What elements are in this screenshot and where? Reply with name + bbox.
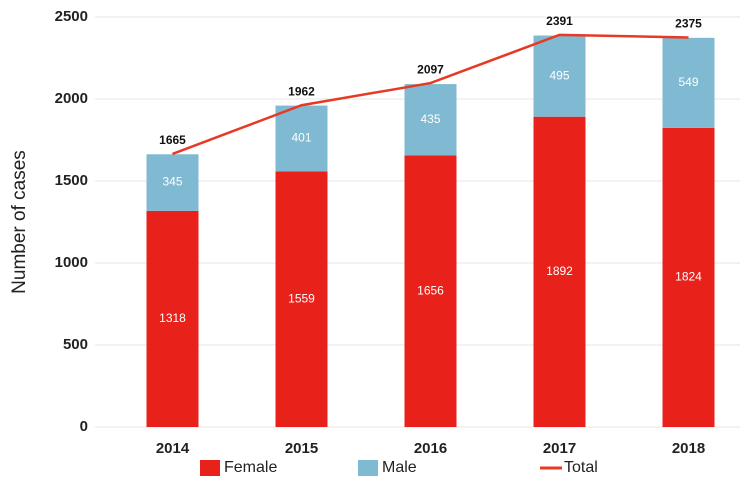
data-label: 549 [678, 75, 698, 89]
x-tick-label: 2018 [672, 440, 705, 457]
y-tick-label: 1500 [55, 172, 88, 189]
bar-segment [533, 116, 586, 427]
bar-segment [146, 154, 199, 211]
y-tick-label: 1000 [55, 254, 88, 271]
data-label: 435 [420, 112, 440, 126]
data-label: 345 [162, 175, 182, 189]
total-label: 2391 [546, 14, 573, 28]
legend-label: Female [224, 459, 277, 476]
y-axis-label: Number of cases [9, 150, 30, 294]
data-label: 1656 [417, 283, 444, 297]
bar-segment [275, 105, 328, 172]
y-tick-label: 2000 [55, 90, 88, 107]
bar-segment [275, 171, 328, 427]
data-label: 1824 [675, 270, 702, 284]
total-line [172, 33, 689, 156]
total-label: 1665 [159, 133, 186, 147]
legend-label: Total [564, 459, 598, 476]
total-label: 2375 [675, 17, 702, 31]
x-tick-label: 2015 [285, 440, 318, 457]
bar-segment [533, 35, 586, 117]
data-label: 1559 [288, 291, 315, 305]
bar-segment [662, 127, 715, 427]
legend-marker [200, 460, 220, 476]
x-tick-label: 2016 [414, 440, 447, 457]
data-label: 401 [291, 131, 311, 145]
data-label: 1892 [546, 264, 573, 278]
total-label: 1962 [288, 84, 315, 98]
y-tick-label: 500 [63, 336, 88, 353]
y-tick-label: 0 [80, 418, 88, 435]
bar-segment [404, 84, 457, 156]
bar-segment [146, 210, 199, 427]
data-label: 495 [549, 68, 569, 82]
x-tick-label: 2017 [543, 440, 576, 457]
total-label: 2097 [417, 62, 444, 76]
legend-label: Male [382, 459, 417, 476]
legend-marker [358, 460, 378, 476]
bar-segment [404, 155, 457, 427]
data-label: 1318 [159, 311, 186, 325]
x-tick-label: 2014 [156, 440, 190, 457]
y-tick-label: 2500 [55, 8, 88, 25]
bar-segment [662, 37, 715, 128]
